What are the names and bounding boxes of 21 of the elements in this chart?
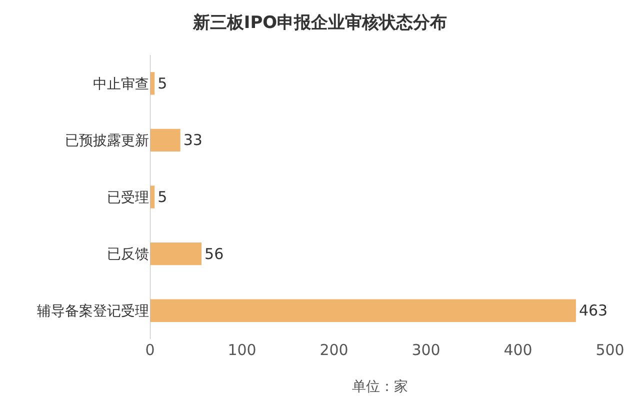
data-label: 5 bbox=[158, 188, 168, 206]
y-tick-label: 已反馈 bbox=[107, 246, 149, 263]
y-tick-label: 已受理 bbox=[107, 190, 149, 206]
x-tick-label: 100 bbox=[228, 341, 256, 359]
y-tick-label: 辅导备案登记受理 bbox=[37, 302, 149, 320]
x-tick-label: 400 bbox=[504, 341, 532, 359]
x-tick-label: 200 bbox=[320, 341, 348, 359]
bar bbox=[150, 128, 180, 152]
data-label: 463 bbox=[578, 302, 608, 320]
x-tick-label: 300 bbox=[412, 341, 440, 359]
x-tick-label: 500 bbox=[596, 341, 624, 359]
data-label: 5 bbox=[158, 74, 168, 92]
bar bbox=[150, 242, 202, 266]
y-tick-label: 中止审查 bbox=[93, 76, 149, 92]
chart-title: 新三板IPO申报企业审核状态分布 bbox=[192, 12, 448, 33]
x-axis-title: 单位：家 bbox=[352, 379, 408, 395]
y-tick-label: 已预披露更新 bbox=[65, 133, 149, 150]
x-tick-label: 0 bbox=[145, 341, 155, 359]
data-label: 33 bbox=[183, 131, 202, 150]
bar bbox=[150, 299, 576, 322]
data-label: 56 bbox=[204, 244, 224, 263]
